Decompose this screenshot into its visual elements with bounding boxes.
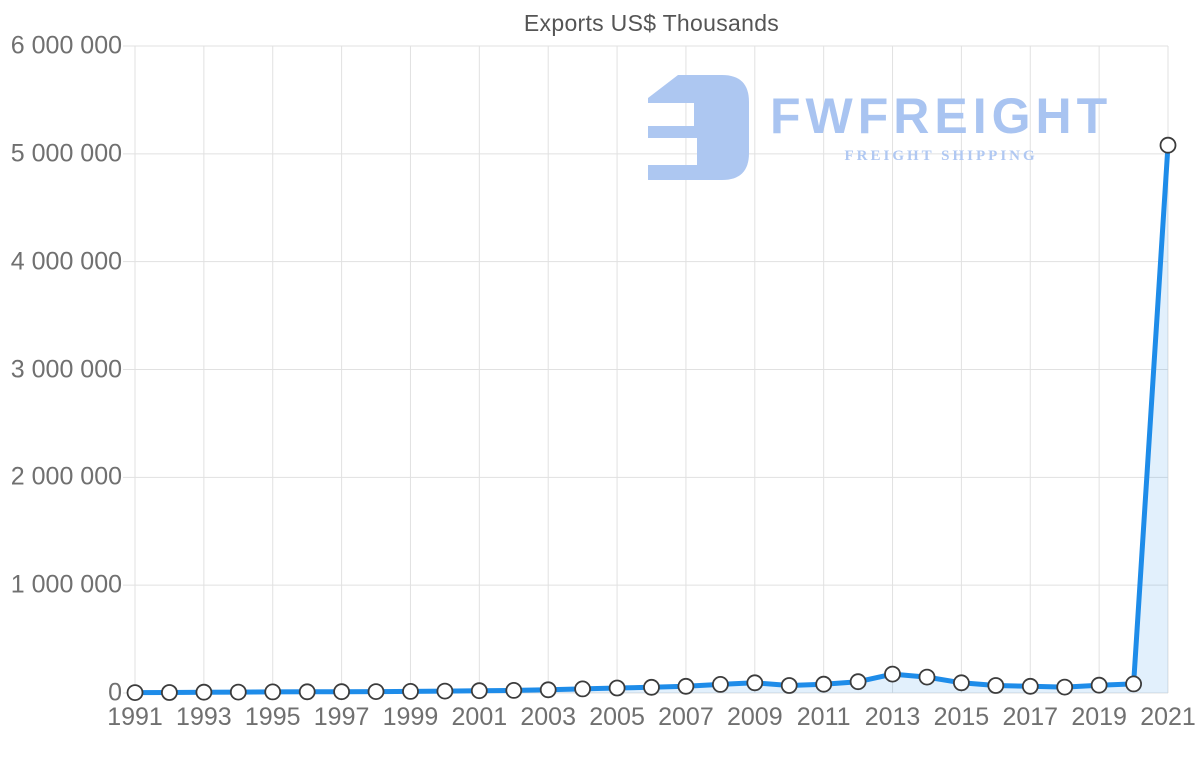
data-point-marker <box>987 677 1005 694</box>
data-point-marker <box>608 679 626 697</box>
data-point-marker <box>470 682 488 700</box>
data-point-marker <box>298 683 316 701</box>
data-point-marker <box>574 680 591 698</box>
data-point-marker <box>643 678 660 696</box>
data-point-marker <box>849 673 867 691</box>
data-point-marker <box>1056 678 1074 696</box>
y-axis-tick-label: 3 000 000 <box>10 355 122 383</box>
x-axis-tick-label: 2001 <box>451 703 508 731</box>
data-point-marker <box>1090 676 1108 694</box>
x-axis-tick-label: 1999 <box>382 703 439 731</box>
x-axis-tick-label: 2021 <box>1140 703 1196 731</box>
data-point-marker <box>815 675 833 693</box>
data-point-marker <box>953 674 970 692</box>
x-axis-tick-label: 2013 <box>864 703 921 731</box>
data-point-marker <box>402 683 419 700</box>
data-point-marker <box>229 683 247 701</box>
y-axis-tick-label: 1 000 000 <box>10 570 122 599</box>
data-point-marker <box>126 684 144 701</box>
y-axis-tick-label: 6 000 000 <box>10 31 122 60</box>
data-point-marker <box>712 676 729 693</box>
data-point-marker <box>1159 136 1177 154</box>
data-point-marker <box>505 682 523 699</box>
data-point-marker <box>539 681 557 699</box>
y-axis-tick-label: 4 000 000 <box>10 247 122 276</box>
x-axis-tick-label: 1993 <box>176 703 232 731</box>
y-axis-tick-label: 5 000 000 <box>10 139 122 168</box>
x-axis-tick-label: 2005 <box>589 703 645 731</box>
data-point-marker <box>195 683 213 701</box>
x-axis-tick-label: 1997 <box>313 703 370 731</box>
x-axis-tick-label: 1995 <box>244 703 301 731</box>
data-point-marker <box>333 683 351 701</box>
x-axis-tick-label: 2017 <box>1002 703 1059 731</box>
series-area <box>135 145 1168 693</box>
data-point-marker <box>918 668 936 686</box>
data-point-marker <box>884 665 901 683</box>
data-point-marker <box>264 683 282 701</box>
x-axis-tick-label: 1991 <box>107 703 163 731</box>
y-axis-tick-label: 0 <box>108 678 122 707</box>
data-point-marker <box>1125 675 1142 693</box>
data-point-marker <box>367 683 385 700</box>
data-point-marker <box>780 677 798 694</box>
data-point-marker <box>677 677 695 695</box>
x-axis-tick-label: 2007 <box>658 703 714 731</box>
chart-title: Exports US$ Thousands <box>523 10 780 36</box>
data-point-marker <box>1021 677 1039 695</box>
series-line <box>132 142 1171 696</box>
y-axis-tick-label: 2 000 000 <box>10 462 122 491</box>
x-axis-tick-label: 2009 <box>726 703 783 731</box>
x-axis-tick-label: 2019 <box>1071 703 1127 731</box>
data-point-marker <box>436 682 454 700</box>
data-point-marker <box>160 684 178 701</box>
x-axis-tick-label: 2003 <box>520 703 576 731</box>
data-point-marker <box>746 674 764 692</box>
x-axis-tick-label: 2011 <box>796 703 851 731</box>
x-axis-tick-label: 2015 <box>933 703 990 731</box>
